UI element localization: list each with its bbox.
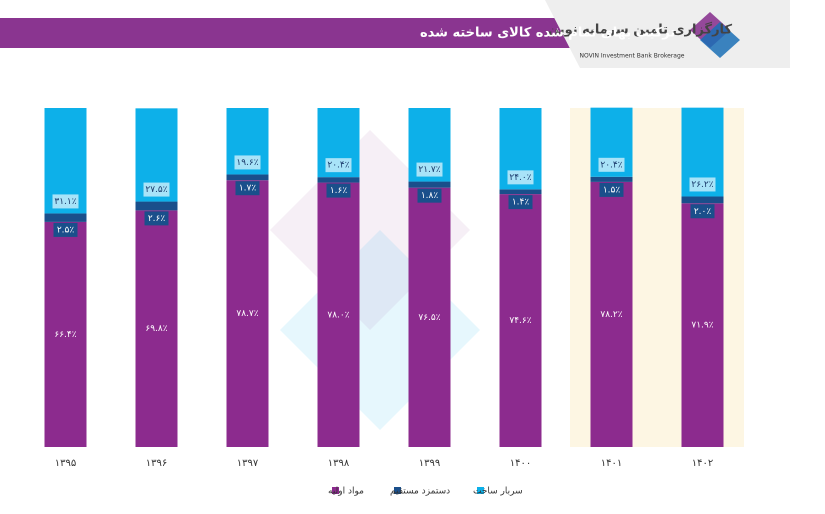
value-label: ۶۹.۸٪ (145, 324, 167, 334)
legend-swatch (332, 487, 339, 494)
bar-segment (590, 176, 633, 182)
legend-label: سربار ساخت (473, 487, 523, 497)
value-label: ۱.۷٪ (239, 184, 257, 194)
bar-segment (226, 174, 269, 181)
bar-segment (317, 182, 360, 447)
legend-swatch (477, 487, 484, 494)
bar-segment (135, 201, 178, 211)
value-label: ۷۸.۷٪ (236, 309, 258, 319)
value-label: ۲۶.۲٪ (691, 180, 713, 190)
x-tick-label: ۱۴۰۰ (510, 458, 531, 469)
bar-segment (681, 196, 724, 204)
x-tick-label: ۱۳۹۷ (237, 458, 259, 469)
value-label: ۷۱.۹٪ (691, 321, 713, 331)
value-label: ۱.۴٪ (512, 198, 530, 208)
bar-segment (135, 210, 178, 447)
value-label-box (689, 177, 716, 192)
legend-label: دستمزد مستقیم (390, 487, 450, 497)
bar-segment (408, 181, 451, 188)
value-label: ۲۷.۵٪ (145, 185, 167, 195)
logo-mark (700, 22, 740, 58)
value-label: ۶۶.۴٪ (54, 330, 76, 340)
value-label: ۷۸.۲٪ (600, 310, 622, 320)
value-label: ۲۰.۴٪ (327, 161, 349, 171)
value-label-box (325, 158, 352, 173)
bar-segment (499, 194, 542, 447)
value-label-box (326, 183, 351, 198)
bar-segment (590, 181, 633, 448)
value-label: ۱۹.۶٪ (236, 158, 258, 168)
bar-segment (499, 189, 542, 195)
value-label: ۱.۶٪ (330, 186, 348, 196)
x-tick-label: ۱۳۹۶ (146, 458, 167, 469)
value-label-box (52, 194, 79, 209)
value-label-box (598, 157, 625, 172)
value-label-box (416, 162, 443, 177)
value-label: ۳۱.۱٪ (54, 197, 76, 207)
value-label: ۱.۸٪ (421, 191, 439, 201)
value-label: ۱.۵٪ (603, 185, 621, 195)
value-label: ۲.۰٪ (694, 207, 712, 217)
value-label-box (143, 182, 170, 197)
bar-segment (681, 203, 724, 447)
header-banner (0, 18, 575, 48)
plot-area: ۱۳۹۵ ۶۶.۴٪ ۲.۵٪ ۳۱.۱٪ ۱۳۹۶ ۶۹.۸٪ ۲.۶٪ ۲۷.۵٪ ۱۳۹۷… (44, 107, 744, 469)
x-tick-label: ۱۴۰۲ (692, 458, 713, 469)
value-label: ۲.۵٪ (57, 225, 75, 235)
value-label-box (599, 182, 624, 197)
logo-english: NOVIN Investment Bank Brokerage (580, 53, 685, 60)
bar-segment (317, 177, 360, 183)
x-tick-label: ۱۳۹۸ (328, 458, 350, 469)
value-label-box (417, 188, 442, 203)
value-label-box (508, 195, 533, 210)
logo-name: کارگزاری تامین سرمایه نوین (548, 22, 732, 38)
x-tick-label: ۱۳۹۹ (419, 458, 440, 469)
legend-label: مواد اولیه (328, 487, 364, 497)
value-label: ۲.۶٪ (148, 214, 166, 224)
x-tick-label: ۱۳۹۵ (55, 458, 76, 469)
bar-segment (408, 187, 451, 448)
value-label-box (234, 155, 261, 170)
legend: مواد اولیه دستمزد مستقیم سربار ساخت (328, 487, 523, 497)
logo-panel (545, 0, 790, 68)
bar-segment (44, 213, 87, 222)
value-label: ۲۰.۴٪ (600, 160, 622, 170)
value-label: ۲۱.۷٪ (418, 165, 440, 175)
value-label: ۷۸.۰٪ (327, 310, 349, 320)
value-label-box (690, 204, 715, 219)
value-label-box (507, 170, 534, 185)
x-tick-label: ۱۴۰۱ (601, 458, 622, 469)
bar-segment (44, 221, 87, 447)
value-label-box (235, 181, 260, 196)
value-label: ۷۴.۶٪ (509, 316, 531, 326)
value-label-box (144, 211, 169, 226)
value-label: ۷۶.۵٪ (418, 313, 440, 323)
bar-segment (226, 180, 269, 447)
legend-swatch (394, 487, 401, 494)
chart-title: ترکیب بهای تمام شده کالای ساخته شده (420, 26, 675, 41)
value-label: ۲۴.۰٪ (509, 173, 531, 183)
value-label-box (53, 222, 78, 237)
